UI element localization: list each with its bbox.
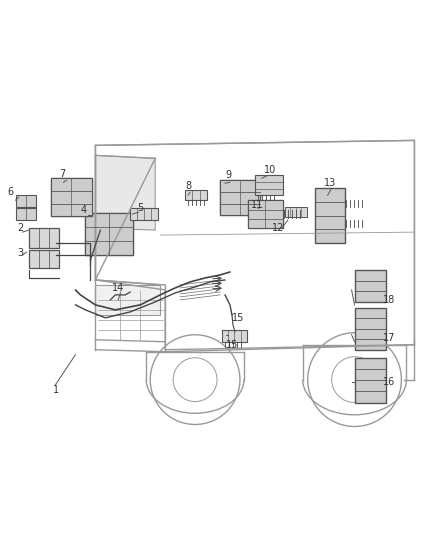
Text: 5: 5 bbox=[137, 203, 143, 213]
Text: 13: 13 bbox=[324, 178, 336, 188]
Bar bbox=[50, 178, 92, 216]
Bar bbox=[248, 200, 283, 228]
Bar bbox=[16, 195, 35, 207]
Bar bbox=[220, 180, 260, 215]
Bar bbox=[185, 190, 207, 200]
Bar bbox=[28, 250, 59, 268]
Text: 15: 15 bbox=[226, 340, 238, 350]
Text: 15: 15 bbox=[232, 313, 244, 323]
Bar bbox=[355, 270, 386, 302]
Bar bbox=[255, 175, 283, 195]
Text: 2: 2 bbox=[18, 223, 24, 233]
Bar bbox=[28, 228, 59, 248]
Text: 16: 16 bbox=[383, 377, 396, 386]
Polygon shape bbox=[95, 155, 155, 230]
Text: 1: 1 bbox=[53, 385, 59, 394]
Text: 3: 3 bbox=[18, 248, 24, 258]
Bar bbox=[50, 178, 92, 216]
Text: 9: 9 bbox=[225, 170, 231, 180]
Bar bbox=[16, 208, 35, 220]
Bar bbox=[248, 200, 283, 228]
Bar bbox=[314, 188, 345, 243]
Text: 10: 10 bbox=[264, 165, 276, 175]
Bar bbox=[222, 330, 247, 342]
Text: 17: 17 bbox=[383, 333, 396, 343]
Text: 18: 18 bbox=[383, 295, 396, 305]
Bar bbox=[355, 308, 386, 350]
Text: 12: 12 bbox=[272, 223, 284, 233]
Bar bbox=[85, 213, 133, 255]
Bar bbox=[355, 358, 386, 402]
Text: 8: 8 bbox=[185, 181, 191, 191]
Text: 6: 6 bbox=[7, 187, 14, 197]
Bar bbox=[285, 207, 307, 217]
Text: 4: 4 bbox=[80, 205, 86, 215]
Bar bbox=[220, 180, 260, 215]
Bar bbox=[85, 213, 133, 255]
Bar bbox=[95, 285, 160, 315]
Text: 14: 14 bbox=[112, 283, 124, 293]
Text: 7: 7 bbox=[60, 169, 66, 179]
Text: 11: 11 bbox=[251, 200, 263, 210]
Bar bbox=[130, 208, 158, 220]
